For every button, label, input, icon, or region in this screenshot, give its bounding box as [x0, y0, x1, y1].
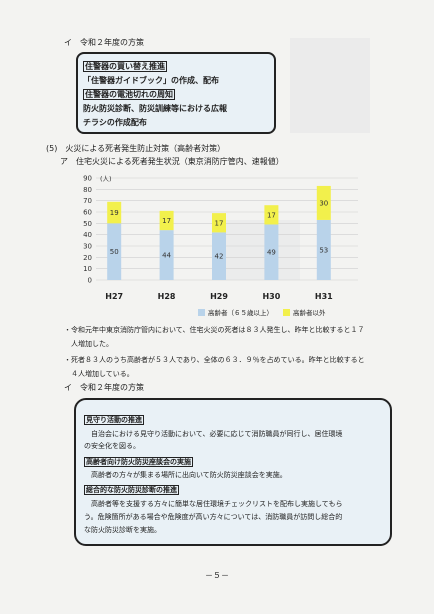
x-tick-label: H27 [105, 292, 123, 301]
y-tick-label: 10 [83, 265, 92, 273]
chart-grid [96, 177, 358, 281]
item-3-body: 高齢者等を支援する方々に簡単な居住環境チェックリストを配布し実施してもら [84, 500, 343, 508]
section-5-heading: (5) 火災による死者発生防止対策（高齢者対策） [46, 144, 226, 153]
bullet-line-3: ・死者８３人のうち高齢者が５３人であり、全体の６３．９％を占めている。昨年と比較… [64, 356, 365, 364]
item-2-title: 高齢者向け防火防災座談会の実施 [84, 457, 193, 467]
section-a-box: 住警器の買い替え推進 「住警器ガイドブック」の作成、配布 住警器の電池切れの周知… [76, 52, 276, 134]
bar-H27-series-0 [107, 223, 122, 280]
box-line-4: 防火防災診断、防災訓練等における広報 [83, 104, 227, 113]
y-tick-label: 70 [83, 197, 92, 205]
section-5-subheading: ア 住宅火災による死者発生状況（東京消防庁管内、速報値） [60, 157, 284, 166]
bullet-line-2: 人増加した。 [64, 340, 113, 348]
section-b-box: 見守り活動の推進 自治会における見守り活動において、必要に応じて消防職員が同行し… [74, 398, 392, 546]
bar-H29-series-0 [212, 232, 226, 280]
y-tick-label: 80 [83, 186, 92, 194]
item-1-body: の安全化を図る。 [84, 442, 140, 450]
data-label: 44 [162, 252, 171, 260]
x-tick-label: H28 [158, 292, 176, 301]
y-tick-label: 40 [83, 231, 92, 239]
data-label: 49 [267, 249, 276, 257]
data-label: 17 [215, 219, 224, 227]
legend-label: 高齢者（６５歳以上） [208, 308, 273, 317]
legend-swatch [283, 309, 290, 316]
bleed-through-area [290, 38, 370, 133]
legend-swatch [198, 309, 205, 316]
legend-label: 高齢者以外 [293, 308, 326, 317]
bar-H30-series-0 [264, 224, 279, 280]
section-a-heading: イ 令和２年度の方策 [64, 38, 144, 47]
box-line-1: 住警器の買い替え推進 [83, 61, 167, 72]
chart-legend: 高齢者（６５歳以上） 高齢者以外 [198, 308, 326, 317]
y-tick-label: 0 [88, 277, 92, 285]
bullet-line-1: ・令和元年中東京消防庁管内において、住宅火災の死者は８３人発生し、昨年と比較する… [64, 326, 365, 334]
elderly-fire-death-chart: 0 10 20 30 40 50 60 70 80 90 (人) 50 19 H27 44 17 H28 42 17… [83, 175, 358, 317]
y-tick-label: 30 [83, 243, 92, 251]
data-label: 42 [215, 253, 224, 261]
chart-bars [107, 185, 331, 280]
data-label: 17 [267, 211, 276, 219]
page-number: －５－ [205, 571, 229, 580]
box-line-5: チラシの作成配布 [83, 118, 147, 127]
y-tick-label: 60 [83, 209, 92, 217]
x-tick-label: H31 [315, 292, 333, 301]
y-tick-label: 90 [83, 175, 92, 183]
item-1-title: 見守り活動の推進 [84, 415, 144, 425]
data-label: 53 [319, 246, 328, 254]
bar-H30-series-1 [264, 205, 279, 225]
bullet-line-4: ４人増加している。 [64, 370, 134, 378]
item-3-body: な防火防災診断を実施。 [84, 526, 161, 534]
bar-H28-series-0 [159, 230, 174, 280]
x-tick-label: H30 [262, 292, 280, 301]
bleed-through-area [220, 220, 300, 280]
y-tick-label: 50 [83, 220, 92, 228]
item-1-body: 自治会における見守り活動において、必要に応じて消防職員が同行し、居住環境 [84, 430, 343, 438]
bar-H31-series-0 [316, 219, 331, 280]
chart-labels: 0 10 20 30 40 50 60 70 80 90 (人) 50 19 H27 44 17 H28 42 17… [83, 175, 333, 302]
x-tick-label: H29 [210, 292, 228, 301]
y-unit-label: (人) [100, 175, 112, 183]
item-3-title: 総合的な防火防災診断の推進 [84, 485, 179, 495]
item-3-body: う。危険箇所がある場合や危険度が高い方々については、消防職員が訪問し総合的 [84, 513, 343, 521]
bar-H28-series-1 [159, 210, 174, 231]
data-label: 17 [162, 217, 171, 225]
bar-H31-series-1 [316, 185, 331, 220]
bar-H29-series-1 [212, 213, 226, 233]
item-2-body: 高齢者の方々が集まる場所に出向いて防火防災座談会を実施。 [84, 471, 287, 479]
box-line-2: 「住警器ガイドブック」の作成、配布 [83, 76, 219, 85]
box-line-3: 住警器の電池切れの周知 [83, 89, 175, 100]
data-label: 19 [110, 209, 119, 217]
section-b-heading: イ 令和２年度の方策 [64, 383, 144, 392]
data-label: 50 [110, 248, 119, 256]
bar-H27-series-1 [107, 201, 122, 224]
data-label: 30 [319, 199, 328, 207]
y-tick-label: 20 [83, 254, 92, 262]
